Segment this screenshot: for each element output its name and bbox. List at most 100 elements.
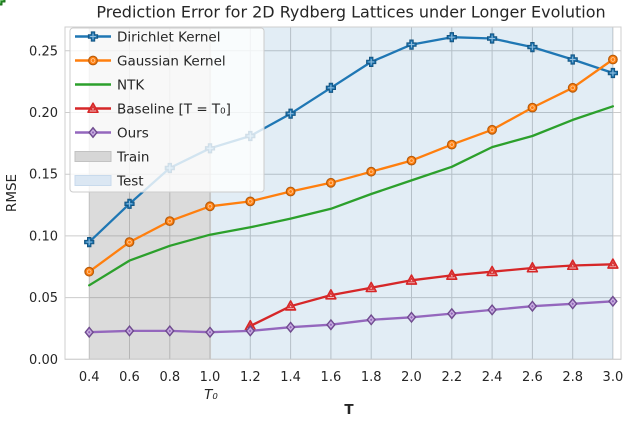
marker-diamond xyxy=(487,304,497,316)
legend-label: Dirichlet Kernel xyxy=(117,29,220,45)
marker-plus xyxy=(366,56,377,68)
legend-item-test: Test xyxy=(74,173,144,189)
marker-triangle xyxy=(405,274,418,285)
legend-box xyxy=(69,27,265,193)
legend-item-dirichlet-kernel: Dirichlet Kernel xyxy=(75,29,220,45)
series-line-ours xyxy=(88,300,615,334)
series-line-baseline-t-t xyxy=(249,263,615,328)
marker-diamond xyxy=(88,126,98,139)
x-tick-label: 1.4 xyxy=(280,370,301,385)
y-axis-label: RMSE xyxy=(4,174,20,212)
marker-diamond xyxy=(406,311,417,324)
marker-triangle xyxy=(87,102,99,114)
spine-layer xyxy=(64,26,622,360)
marker-circle xyxy=(608,54,618,65)
marker-diamond xyxy=(366,313,377,326)
series-markers-ours xyxy=(84,295,618,339)
marker-diamond xyxy=(527,300,538,313)
marker-circle xyxy=(205,201,215,212)
x-tick-label: 2.6 xyxy=(522,370,543,385)
x-tick-label: 2.8 xyxy=(562,370,583,385)
series-line-gaussian-kernel xyxy=(88,58,615,273)
marker-triangle xyxy=(325,289,337,300)
x-tick-label: 0.8 xyxy=(159,370,180,385)
legend-swatch xyxy=(74,175,112,186)
marker-diamond xyxy=(567,297,578,310)
marker-diamond xyxy=(326,318,336,331)
marker-triangle xyxy=(365,281,377,293)
marker-triangle xyxy=(284,300,297,311)
y-tick-label: 0.20 xyxy=(29,106,58,121)
marker-circle xyxy=(84,266,95,277)
series-markers-gaussian-kernel xyxy=(84,54,618,277)
legend-swatch xyxy=(74,151,112,162)
marker-diamond xyxy=(446,307,457,320)
marker-diamond xyxy=(245,325,256,337)
x-tick-label: 2.2 xyxy=(441,370,462,385)
marker-circle xyxy=(325,177,336,188)
legend-label: Gaussian Kernel xyxy=(117,53,226,69)
marker-triangle xyxy=(607,258,619,269)
marker-diamond xyxy=(608,295,618,308)
legend-item-train: Train xyxy=(74,149,149,165)
marker-triangle xyxy=(526,261,539,273)
legend-label: Test xyxy=(116,173,144,189)
marker-plus xyxy=(87,31,99,42)
legend-item-ntk: NTK xyxy=(0,0,145,93)
marker-diamond xyxy=(285,321,296,334)
marker-diamond xyxy=(205,326,215,339)
y-tick-label: 0.05 xyxy=(29,291,58,306)
marker-triangle xyxy=(486,265,498,277)
marker-triangle xyxy=(566,259,579,271)
legend-label: NTK xyxy=(117,77,145,93)
x-tick-label: 1.6 xyxy=(321,370,342,385)
x-tick-label: 1.8 xyxy=(361,370,382,385)
legend-label: Ours xyxy=(117,125,149,141)
x-tick-label: 0.4 xyxy=(79,370,100,385)
marker-circle xyxy=(285,186,296,197)
legend: Dirichlet Kernel Gaussian Kernel NTK Baseli… xyxy=(0,0,265,193)
x-tick-label: 3.0 xyxy=(603,370,624,385)
marker-circle xyxy=(124,237,135,248)
legend-label: Train xyxy=(116,149,149,165)
tick-layer: 0.4 0.6 0.8 1.0 1.2 1.4 1.6 1.8 2.0 2.2 2.4 2.6 2.8 3… xyxy=(29,44,623,385)
marker-circle xyxy=(487,124,498,135)
marker-plus xyxy=(325,82,336,93)
marker-plus xyxy=(124,198,135,209)
marker-plus xyxy=(567,54,578,65)
y-tick-label: 0.00 xyxy=(29,353,58,368)
plot-border xyxy=(64,26,622,360)
marker-plus xyxy=(84,237,95,248)
x-tick-label: 2.4 xyxy=(482,370,503,385)
y-tick-label: 0.15 xyxy=(29,168,58,183)
legend-label: Baseline [T = T₀] xyxy=(117,101,231,117)
marker-circle xyxy=(406,155,417,166)
marker-circle xyxy=(164,216,175,227)
marker-plus xyxy=(527,41,538,53)
marker-plus xyxy=(285,108,296,119)
x-axis-label: T xyxy=(344,402,354,418)
marker-diamond xyxy=(84,326,95,339)
legend-item-ours: Ours xyxy=(75,125,149,141)
marker-circle xyxy=(527,102,538,113)
marker-plus xyxy=(406,39,417,50)
y-tick-label: 0.10 xyxy=(29,229,58,244)
marker-plus xyxy=(487,33,498,44)
marker-circle xyxy=(245,196,256,207)
marker-diamond xyxy=(124,325,135,337)
marker-x xyxy=(0,0,6,6)
marker-circle xyxy=(446,139,457,150)
marker-circle xyxy=(366,166,377,177)
span-test xyxy=(211,27,613,360)
legend-item-baseline-t-t: Baseline [T = T₀] xyxy=(75,101,231,117)
marker-triangle xyxy=(446,269,458,280)
marker-circle xyxy=(88,55,98,66)
series-line-ntk xyxy=(88,105,615,287)
chart-title: Prediction Error for 2D Rydberg Lattices… xyxy=(96,3,605,22)
x-tick-label: 0.6 xyxy=(119,370,140,385)
marker-plus xyxy=(446,32,457,43)
t0-axis-label: T₀ xyxy=(204,387,218,403)
marker-diamond xyxy=(164,325,175,337)
